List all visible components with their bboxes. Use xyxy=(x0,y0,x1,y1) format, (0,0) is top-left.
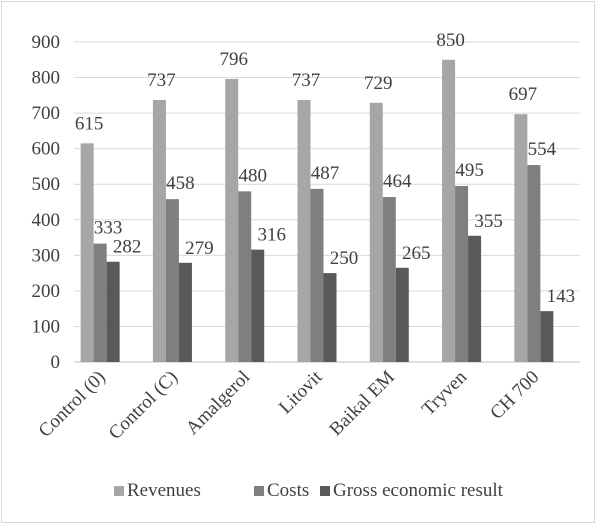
data-label: 333 xyxy=(94,218,123,239)
bar-costs xyxy=(94,244,107,362)
bar-revenues xyxy=(370,103,383,362)
data-label: 279 xyxy=(185,238,214,259)
y-tick-label: 800 xyxy=(32,68,61,89)
bar-revenues xyxy=(514,114,527,362)
data-label: 697 xyxy=(509,84,538,105)
data-label: 250 xyxy=(330,248,359,269)
bar-costs xyxy=(527,165,540,362)
y-tick-label: 400 xyxy=(32,210,61,231)
category-label: Control (0) xyxy=(35,367,110,442)
data-label: 316 xyxy=(257,225,286,246)
bar-revenues xyxy=(442,60,455,362)
bar-costs xyxy=(383,197,396,362)
data-label: 495 xyxy=(455,160,484,181)
bar-gross-economic-result xyxy=(107,262,120,362)
data-label: 265 xyxy=(402,243,431,264)
bar-gross-economic-result xyxy=(251,250,264,362)
data-label: 615 xyxy=(75,113,104,134)
data-label: 480 xyxy=(238,165,267,186)
legend-swatch xyxy=(114,486,124,496)
data-label: 796 xyxy=(219,49,248,70)
legend: Revenues Costs Gross economic result xyxy=(114,480,504,501)
bar-revenues xyxy=(225,79,238,362)
data-label: 464 xyxy=(383,171,412,192)
data-label: 458 xyxy=(166,173,195,194)
legend-label: Costs xyxy=(267,480,309,501)
y-tick-label: 600 xyxy=(32,139,61,160)
y-tick-label: 200 xyxy=(32,281,61,302)
y-tick-label: 100 xyxy=(32,316,61,337)
legend-label: Revenues xyxy=(127,480,201,501)
category-label: Litovit xyxy=(275,366,327,418)
bar-gross-economic-result xyxy=(179,263,192,362)
bar-costs xyxy=(455,186,468,362)
legend-swatch xyxy=(320,486,330,496)
bar-revenues xyxy=(298,100,311,362)
data-label: 554 xyxy=(528,139,557,160)
bar-gross-economic-result xyxy=(540,311,553,362)
y-axis-ticks: 0 100 200 300 400 500 600 700 800 900 xyxy=(32,32,61,373)
bar-costs xyxy=(238,191,251,362)
category-label: Control (C) xyxy=(105,367,182,444)
data-label: 729 xyxy=(364,73,393,94)
category-labels: Control (0)Control (C) Amalgerol LitovitBa… xyxy=(35,366,544,444)
category-label: Baikal EM xyxy=(325,367,399,441)
data-label: 737 xyxy=(292,70,321,91)
data-label: 355 xyxy=(474,211,503,232)
category-label: Tryven xyxy=(418,366,472,420)
y-tick-label: 900 xyxy=(32,32,61,53)
bar-revenues xyxy=(153,100,166,362)
bar-gross-economic-result xyxy=(396,268,409,362)
bar-revenues xyxy=(81,143,94,362)
bar-gross-economic-result xyxy=(468,236,481,362)
data-label: 282 xyxy=(113,237,142,258)
legend-swatch xyxy=(254,486,264,496)
y-tick-label: 300 xyxy=(32,245,61,266)
data-label: 850 xyxy=(436,30,465,51)
y-tick-label: 0 xyxy=(51,352,61,373)
y-tick-label: 500 xyxy=(32,174,61,195)
y-tick-label: 700 xyxy=(32,103,61,124)
category-label: CH 700 xyxy=(486,367,543,424)
data-label: 143 xyxy=(547,286,576,307)
legend-label: Gross economic result xyxy=(333,480,504,501)
data-label: 737 xyxy=(147,70,176,91)
category-label: Amalgerol xyxy=(182,367,254,439)
data-label: 487 xyxy=(311,163,340,184)
bar-gross-economic-result xyxy=(324,273,337,362)
bar-costs xyxy=(311,189,324,362)
bar-costs xyxy=(166,199,179,362)
